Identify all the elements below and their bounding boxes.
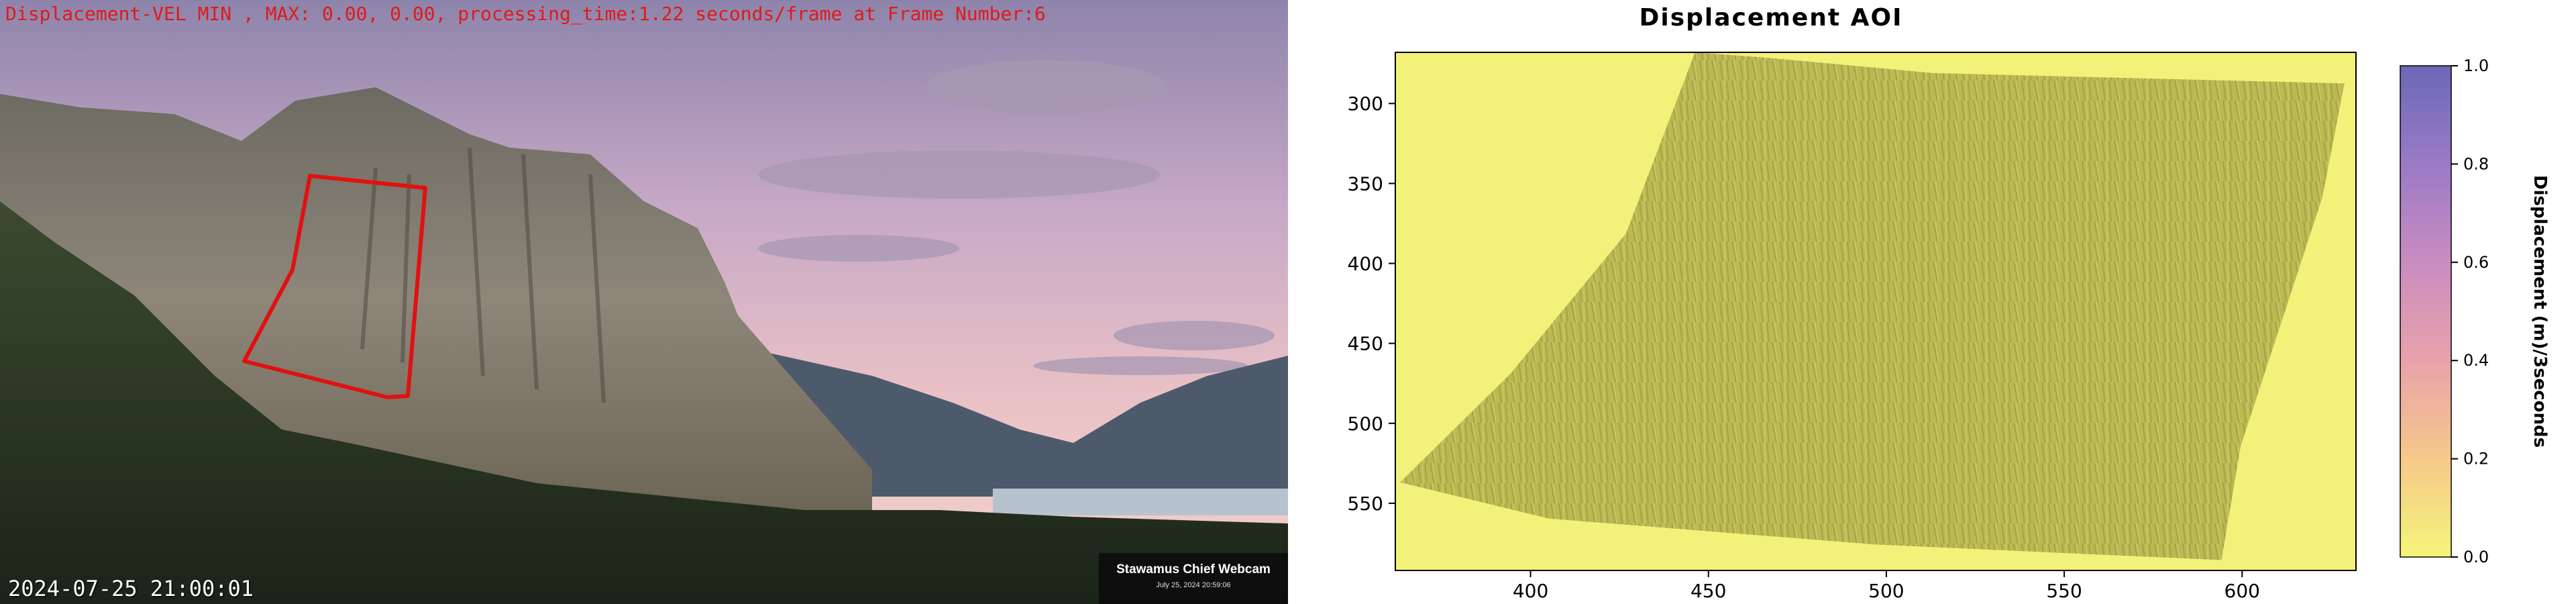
y-tick-label: 350 [1348, 172, 1383, 195]
colorbar-tick-label: 0.2 [2463, 450, 2489, 468]
plot-frame [1395, 52, 2357, 571]
webcam-badge: Stawamus Chief Webcam July 25, 2024 20:5… [1099, 553, 1288, 604]
webcam-badge-title: Stawamus Chief Webcam [1116, 562, 1271, 576]
y-tick-label: 400 [1348, 253, 1383, 275]
colorbar-tick-label: 0.6 [2463, 253, 2489, 272]
y-tick-label: 450 [1348, 333, 1383, 355]
x-tick-label: 400 [1513, 580, 1548, 602]
colorbar-tick-label: 1.0 [2463, 56, 2489, 75]
plot-area [1395, 52, 2357, 571]
forest [0, 201, 1288, 604]
frame-timestamp: 2024-07-25 21:00:01 [8, 576, 254, 601]
aoi-outline [242, 174, 427, 399]
y-tick-label: 500 [1348, 413, 1383, 435]
x-tick-label: 450 [1690, 580, 1726, 602]
clouds [758, 60, 1275, 375]
colorbar-tick-label: 0.0 [2463, 548, 2489, 566]
x-tick-label: 550 [2046, 580, 2082, 602]
colorbar-gradient [2400, 65, 2452, 558]
y-axis: 300 350 400 450 500 550 [1348, 93, 1395, 515]
colorbar-label: Displacement (m)/3seconds [2530, 175, 2550, 448]
water [993, 489, 1288, 515]
y-tick-label: 550 [1348, 493, 1383, 515]
x-axis: 400 450 500 550 600 [1513, 570, 2260, 602]
webcam-scene [0, 0, 1288, 604]
x-tick-label: 600 [2224, 580, 2260, 602]
webcam-frame: Displacement-VEL MIN , MAX: 0.00, 0.00, … [0, 0, 1288, 604]
distant-mountains [751, 349, 1288, 497]
displacement-status-text: Displacement-VEL MIN , MAX: 0.00, 0.00, … [5, 3, 1046, 25]
x-tick-label: 500 [1868, 580, 1904, 602]
colorbar-ticks: 0.0 0.2 0.4 0.6 0.8 1.0 [2451, 56, 2489, 566]
aoi-heatmap-image [1400, 52, 2345, 560]
colorbar: 0.0 0.2 0.4 0.6 0.8 1.0 Displacement (m)/3sec… [2400, 56, 2550, 566]
chart-title: Displacement AOI [1639, 4, 1903, 32]
colorbar-tick-label: 0.4 [2463, 351, 2489, 370]
colorbar-tick-label: 0.8 [2463, 154, 2489, 173]
displacement-chart-panel: Displacement AOI 400 450 500 550 600 3 [1288, 0, 2576, 604]
webcam-badge-date: July 25, 2024 20:59:06 [1156, 581, 1231, 589]
rock-shadows [360, 147, 606, 403]
y-tick-label: 300 [1348, 93, 1383, 115]
